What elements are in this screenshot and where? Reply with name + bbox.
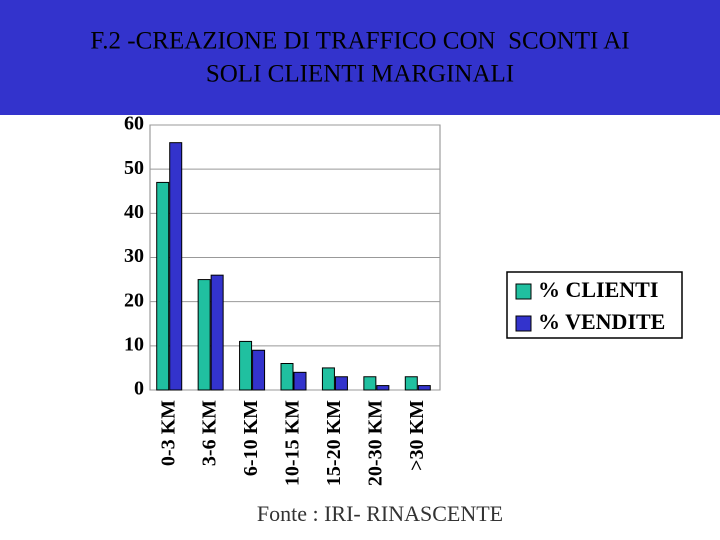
- bar: [169, 142, 183, 391]
- title-banner: [0, 0, 720, 115]
- y-tick-label: 0: [134, 378, 144, 400]
- x-tick-label: 6-10 KM: [240, 400, 262, 476]
- chart-title: SOLI CLIENTI MARGINALI: [206, 61, 514, 88]
- bar: [293, 371, 307, 391]
- bar: [417, 385, 431, 391]
- bar: [404, 376, 418, 391]
- bar: [156, 181, 170, 391]
- bar: [321, 367, 335, 391]
- x-tick-label: 10-15 KM: [282, 400, 304, 486]
- legend-label: % CLIENTI: [538, 277, 658, 302]
- bar: [252, 349, 266, 391]
- y-tick-label: 50: [124, 157, 144, 179]
- legend-label: % VENDITE: [538, 309, 665, 334]
- chart-title: F.2 -CREAZIONE DI TRAFFICO CON SCONTI AI: [90, 28, 629, 55]
- x-tick-label: 3-6 KM: [199, 400, 221, 466]
- bar: [334, 376, 348, 391]
- y-tick-label: 60: [124, 113, 144, 135]
- legend: [506, 271, 683, 339]
- y-tick-label: 20: [124, 289, 144, 311]
- bar: [197, 279, 211, 391]
- bar: [210, 274, 224, 391]
- x-tick-label: 20-30 KM: [364, 400, 386, 486]
- x-tick-label: 0-3 KM: [157, 400, 179, 466]
- y-tick-label: 30: [124, 245, 144, 267]
- bar: [239, 340, 253, 391]
- bar: [280, 363, 294, 391]
- legend-swatch: [515, 315, 532, 332]
- x-tick-label: 15-20 KM: [323, 400, 345, 486]
- x-tick-label: >30 KM: [406, 400, 428, 471]
- bar: [376, 385, 390, 391]
- legend-swatch: [515, 283, 532, 300]
- y-tick-label: 40: [124, 201, 144, 223]
- bar: [363, 376, 377, 391]
- source-note: Fonte : IRI- RINASCENTE: [257, 501, 503, 526]
- y-tick-label: 10: [124, 333, 144, 355]
